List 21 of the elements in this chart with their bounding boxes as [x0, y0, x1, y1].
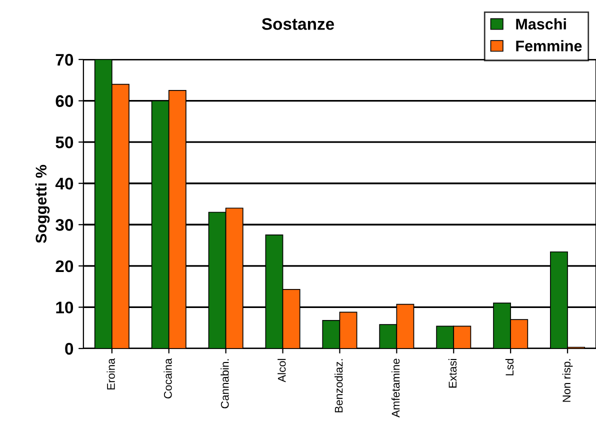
- y-tick-label: 10: [56, 302, 74, 314]
- y-tick-label: 50: [56, 136, 74, 148]
- y-tick-label: 40: [55, 178, 74, 190]
- legend-label: Maschi: [516, 18, 566, 30]
- chart-title: Sostanze: [262, 18, 334, 30]
- x-tick-label: Benzodiaz.: [334, 359, 343, 412]
- x-tick-label: Lsd: [505, 358, 514, 376]
- y-tick-label: 30: [56, 219, 74, 231]
- x-tick-label: Amfetamine: [391, 358, 400, 418]
- y-tick-label: 20: [56, 260, 74, 272]
- x-tick-label: Eroina: [106, 358, 115, 390]
- x-tick-label: Non risp.: [562, 359, 573, 402]
- y-axis-title: Soggetti %: [35, 164, 50, 244]
- y-tick-label: 70: [56, 54, 74, 66]
- y-tick-label: 60: [56, 95, 74, 107]
- x-tick-label: Alcol: [278, 358, 286, 382]
- x-tick-label: Extasi: [448, 358, 457, 388]
- y-tick-label: 0: [65, 342, 74, 355]
- x-tick-label: Cannabin.: [220, 359, 229, 408]
- legend-label: Femmine: [516, 40, 582, 52]
- x-tick-label: Cocaina: [164, 358, 172, 398]
